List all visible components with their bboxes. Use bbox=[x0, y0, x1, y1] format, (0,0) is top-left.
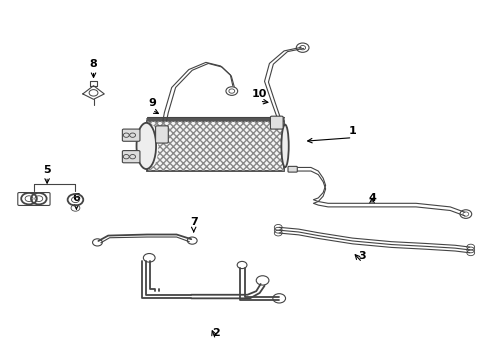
FancyBboxPatch shape bbox=[270, 116, 283, 129]
Text: 7: 7 bbox=[190, 217, 197, 226]
Text: 6: 6 bbox=[73, 193, 80, 203]
Text: 10: 10 bbox=[252, 89, 268, 99]
Bar bbox=[147, 121, 284, 171]
Ellipse shape bbox=[281, 125, 289, 167]
Ellipse shape bbox=[137, 123, 156, 169]
FancyBboxPatch shape bbox=[288, 166, 297, 172]
Text: 5: 5 bbox=[43, 165, 51, 175]
Text: 8: 8 bbox=[90, 59, 98, 69]
FancyBboxPatch shape bbox=[122, 129, 140, 141]
Text: 1: 1 bbox=[348, 126, 356, 136]
Text: 9: 9 bbox=[148, 98, 156, 108]
Text: 2: 2 bbox=[212, 328, 220, 338]
Text: 4: 4 bbox=[368, 193, 376, 203]
FancyBboxPatch shape bbox=[156, 126, 168, 143]
Text: 3: 3 bbox=[359, 251, 366, 261]
FancyBboxPatch shape bbox=[122, 150, 140, 163]
Bar bbox=[147, 121, 284, 171]
Ellipse shape bbox=[146, 125, 158, 167]
